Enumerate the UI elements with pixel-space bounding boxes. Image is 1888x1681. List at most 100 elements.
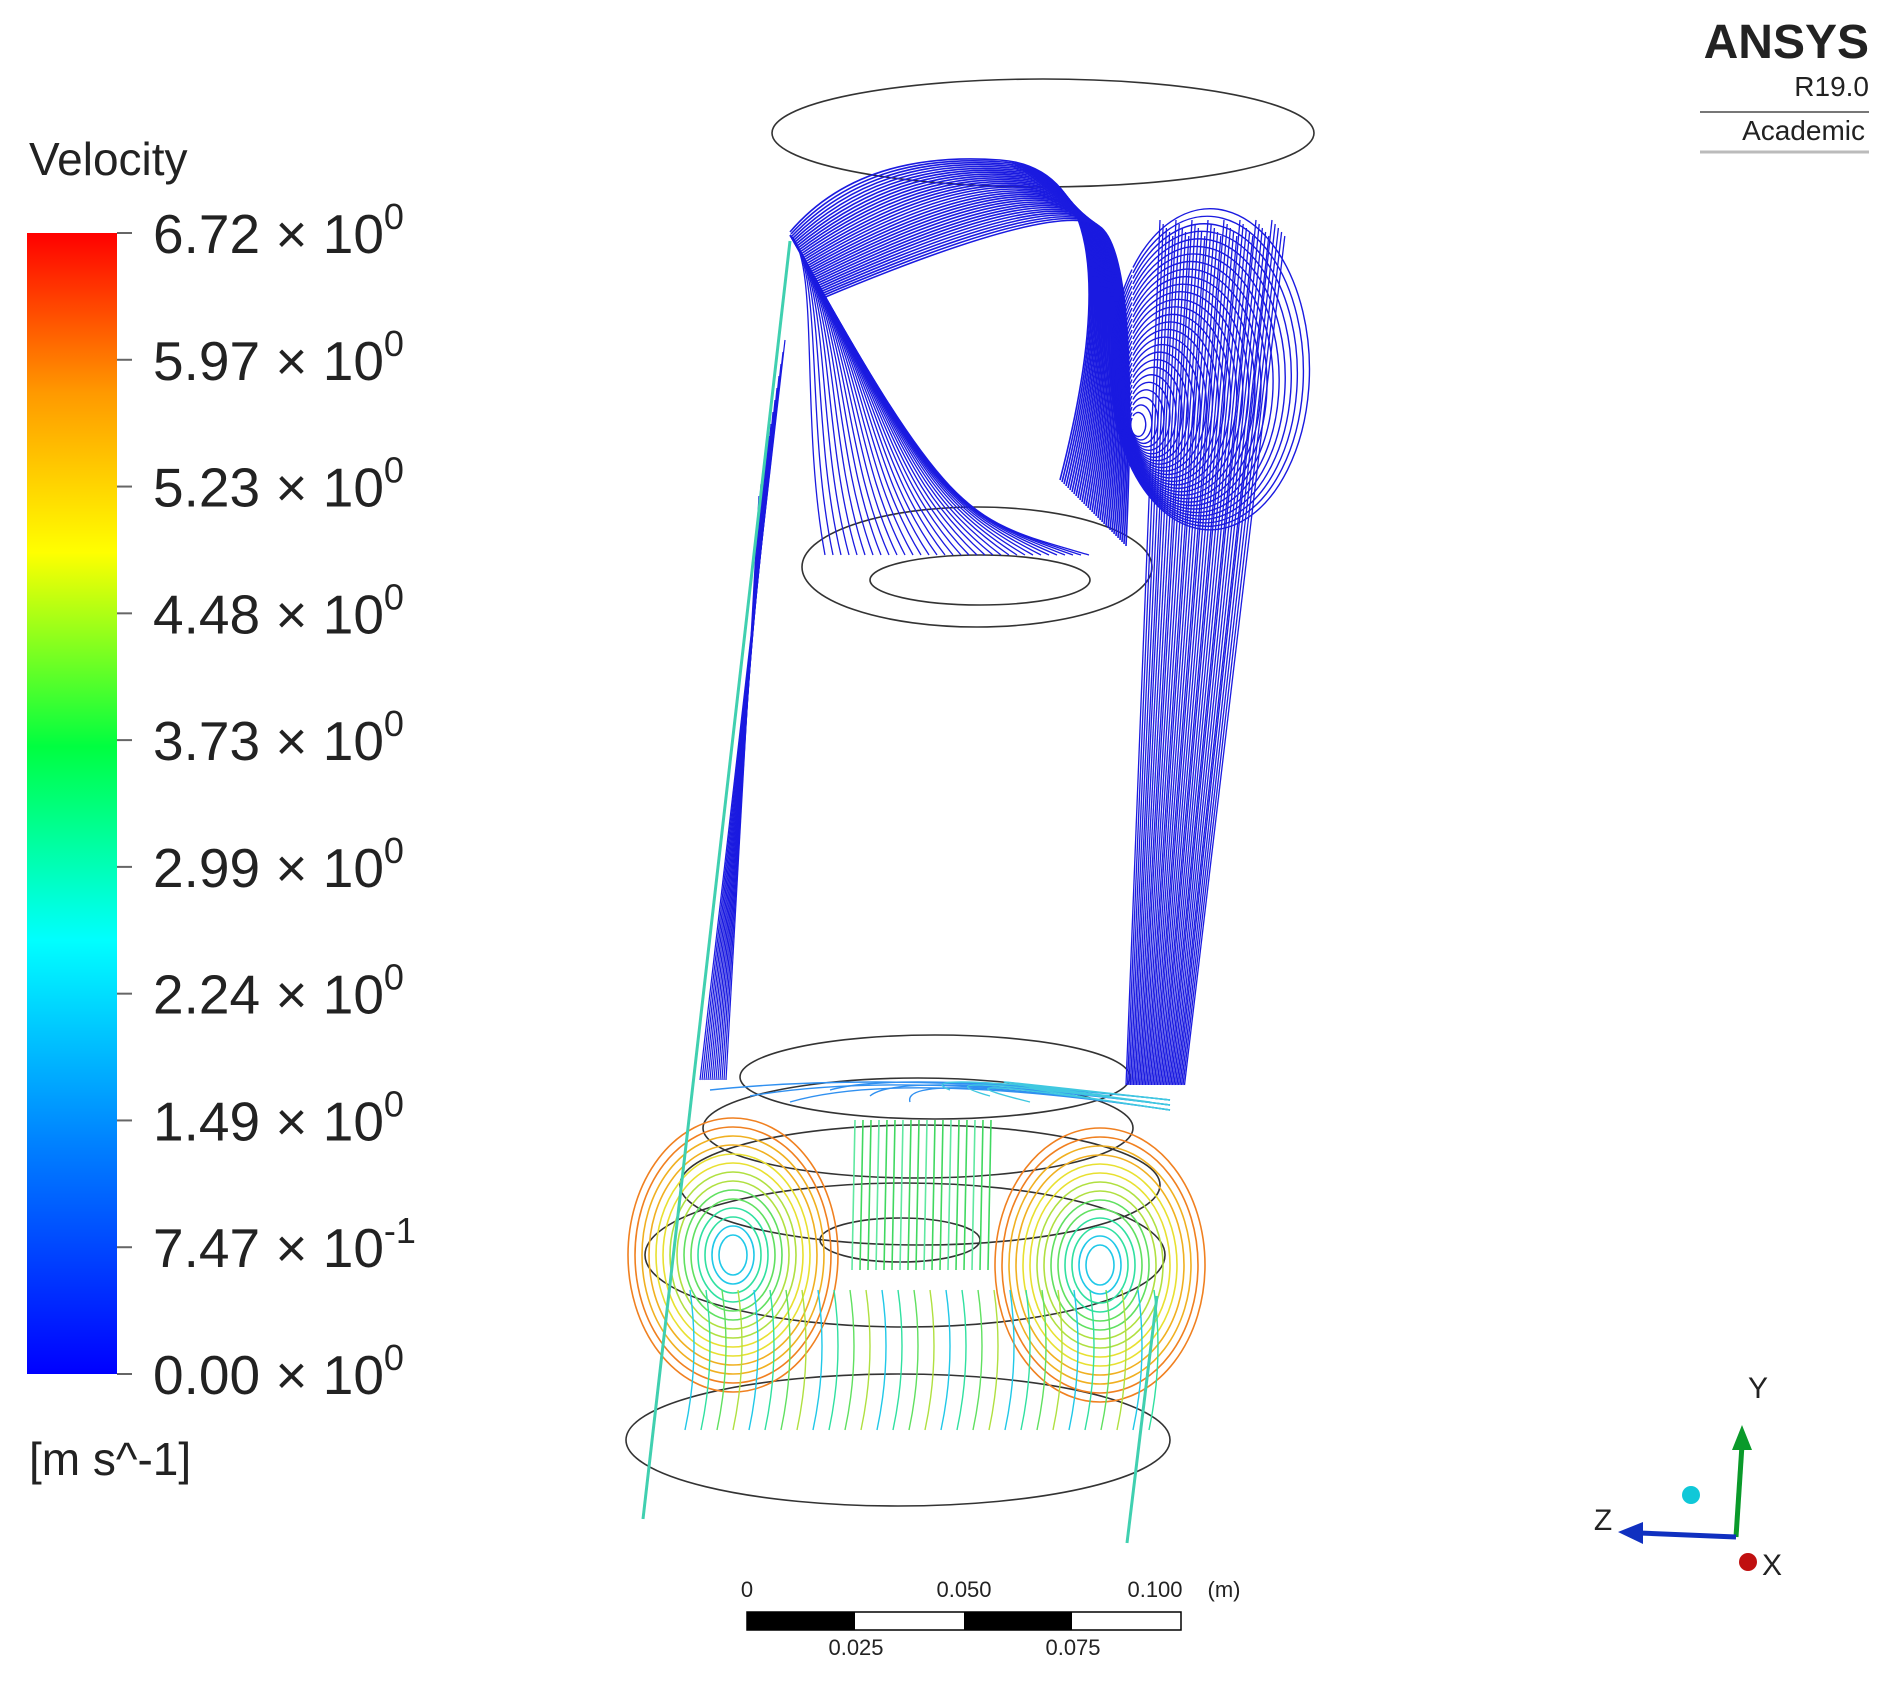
streamline <box>1159 231 1235 1086</box>
legend-label: 4.48 × 100 <box>153 576 404 645</box>
streamline <box>1132 1289 1143 1431</box>
streamline <box>1036 1289 1047 1431</box>
streamline <box>1085 1244 1115 1286</box>
streamline <box>971 1119 976 1271</box>
legend-mantissa: 5.97 × 10 <box>153 330 384 392</box>
color-bar <box>27 233 117 1374</box>
streamline <box>1173 227 1264 1086</box>
legend-label: 0.00 × 100 <box>153 1337 404 1406</box>
streamline <box>1156 223 1228 1086</box>
streamline <box>1180 227 1280 1086</box>
legend-exponent: -1 <box>384 1210 416 1251</box>
streamline <box>1170 219 1257 1086</box>
streamline <box>972 1289 983 1431</box>
streamline <box>792 163 1094 487</box>
streamline <box>1161 235 1238 1086</box>
streamline <box>1132 219 1177 1086</box>
streamline <box>1146 235 1206 1086</box>
streamline <box>790 160 1092 483</box>
streamline <box>1155 219 1225 1086</box>
streamline <box>796 171 1099 495</box>
streamline <box>1015 1154 1185 1376</box>
logo-version: R19.0 <box>1794 71 1869 102</box>
streamline <box>796 1289 807 1431</box>
streamline <box>780 1289 791 1431</box>
streamline <box>1162 219 1241 1086</box>
legend-mantissa: 0.00 × 10 <box>153 1344 384 1406</box>
streamline <box>1168 235 1254 1086</box>
streamline <box>1100 1289 1111 1431</box>
streamline <box>1182 231 1283 1086</box>
legend-exponent: 0 <box>384 450 404 491</box>
streamline <box>801 180 1105 505</box>
legend-label: 6.72 × 100 <box>153 196 404 265</box>
streamline <box>1138 235 1190 1086</box>
streamline <box>789 234 1090 556</box>
streamline <box>802 182 1106 507</box>
streamline <box>1084 1289 1095 1431</box>
streamline <box>987 1119 992 1271</box>
streamline <box>690 1198 776 1312</box>
streamline <box>1128 227 1168 1086</box>
streamline <box>806 190 1111 515</box>
streamline <box>1130 411 1147 438</box>
streamline <box>1043 1190 1157 1340</box>
streamline <box>892 1289 903 1431</box>
streamline <box>1125 219 1161 1086</box>
streamline <box>924 1289 935 1431</box>
streamline <box>795 169 1098 493</box>
streamline <box>1008 1145 1192 1385</box>
streamline <box>1129 231 1171 1086</box>
streamline <box>800 178 1104 503</box>
legend-exponent: 0 <box>384 1337 404 1378</box>
axis-label: Z <box>1594 1504 1612 1537</box>
streamline <box>860 1289 871 1431</box>
streamline <box>1183 235 1286 1086</box>
scale-label: 0 <box>741 1577 753 1602</box>
streamline <box>1158 227 1232 1086</box>
streamline <box>1129 404 1153 441</box>
streamline <box>1147 219 1209 1086</box>
streamline <box>859 1119 864 1271</box>
streamline <box>844 1289 855 1431</box>
streamline <box>1078 1235 1122 1295</box>
streamline <box>684 1289 695 1431</box>
streamline <box>1141 223 1196 1086</box>
streamline <box>1164 223 1244 1086</box>
legend-mantissa: 4.48 × 10 <box>153 583 384 645</box>
legend-label: 5.97 × 100 <box>153 323 404 392</box>
streamline <box>867 1119 872 1271</box>
streamline <box>700 1289 711 1431</box>
streamline <box>798 175 1101 499</box>
streamline <box>789 158 1090 481</box>
legend-mantissa: 5.23 × 10 <box>153 457 384 519</box>
streamline <box>1150 227 1216 1086</box>
streamline <box>1001 1136 1199 1394</box>
streamline <box>805 188 1110 513</box>
streamline <box>697 1207 769 1303</box>
streamline <box>793 165 1095 489</box>
streamline <box>883 1119 888 1271</box>
streamline <box>794 167 1096 491</box>
streamline <box>641 1135 825 1375</box>
streamline <box>1071 1226 1129 1304</box>
streamline <box>1179 223 1276 1086</box>
streamline <box>732 1289 743 1431</box>
streamline <box>1140 219 1193 1086</box>
legend-label: 2.24 × 100 <box>153 957 404 1026</box>
legend-label: 5.23 × 100 <box>153 450 404 519</box>
legend-unit: [m s^-1] <box>29 1433 191 1485</box>
logo-edition: Academic <box>1742 115 1865 146</box>
streamline <box>1174 231 1267 1086</box>
streamline <box>891 1119 896 1271</box>
legend-exponent: 0 <box>384 196 404 237</box>
streamline <box>1029 1172 1171 1358</box>
streamline <box>907 1119 912 1271</box>
streamline <box>1128 396 1159 445</box>
streamline <box>963 1119 968 1271</box>
legend-mantissa: 2.24 × 10 <box>153 964 384 1026</box>
scale-label: 0.025 <box>828 1635 883 1660</box>
streamline <box>1144 231 1203 1086</box>
scale-label: 0.100 <box>1127 1577 1182 1602</box>
